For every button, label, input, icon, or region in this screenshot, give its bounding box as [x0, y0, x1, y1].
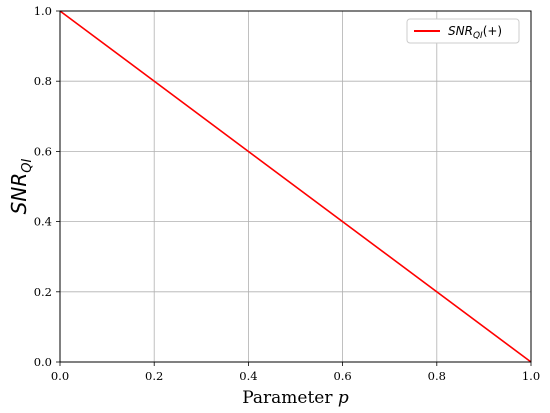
- y-tick-label-4: 0.8: [34, 74, 52, 88]
- x-tick-label-2: 0.4: [239, 369, 257, 383]
- series-line-snr-qi: [59, 10, 532, 363]
- x-tick-label-5: 1.0: [522, 369, 540, 383]
- legend-label-snr-qi: SNRQI(+): [448, 24, 502, 41]
- x-tick-label-4: 0.8: [428, 369, 446, 383]
- series-layer: [59, 10, 532, 363]
- legend: SNRQI(+): [406, 18, 520, 44]
- y-tick-label-0: 0.0: [34, 355, 52, 369]
- x-axis-label: Parameter p: [242, 388, 349, 408]
- y-tick-label-3: 0.6: [34, 144, 52, 158]
- x-tick-label-0: 0.0: [51, 369, 69, 383]
- x-tick-label-1: 0.2: [145, 369, 163, 383]
- legend-box: [406, 18, 520, 44]
- y-tick-label-5: 1.0: [34, 4, 52, 18]
- ticks: 0.0 0.2 0.4 0.6 0.8 1.0 0.0 0.2 0.4 0.6 0.8 1.0: [34, 4, 540, 383]
- y-tick-label-1: 0.2: [34, 285, 52, 299]
- plot-frame: [59, 10, 532, 363]
- y-axis-label: SNRQI: [7, 159, 35, 215]
- x-tick-label-3: 0.6: [333, 369, 351, 383]
- y-tick-label-2: 0.4: [34, 215, 52, 229]
